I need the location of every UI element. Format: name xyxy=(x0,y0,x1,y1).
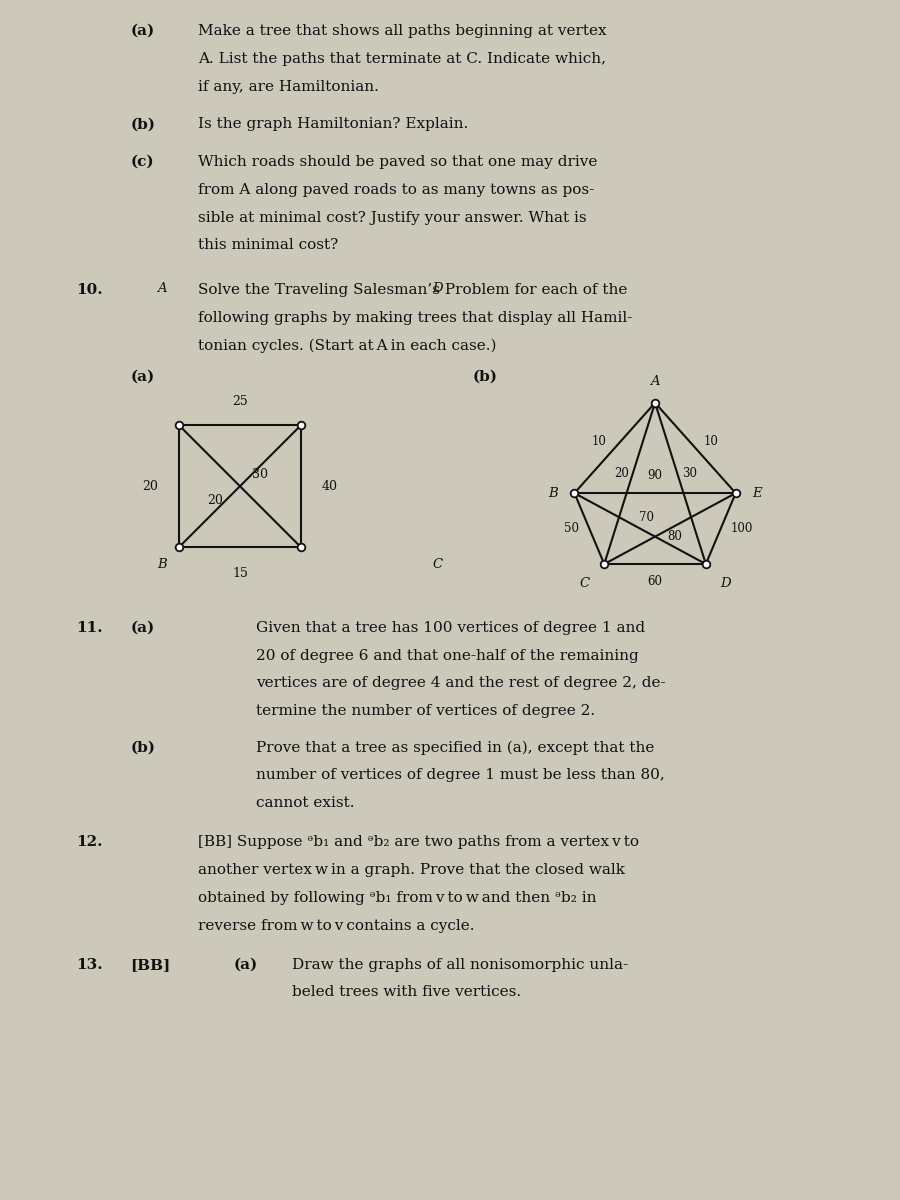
Text: E: E xyxy=(752,487,761,499)
Text: 13.: 13. xyxy=(76,958,104,972)
Text: Draw the graphs of all nonisomorphic unla-: Draw the graphs of all nonisomorphic unl… xyxy=(292,958,628,972)
Text: obtained by following ᵊb₁ from v to w and then ᵊb₂ in: obtained by following ᵊb₁ from v to w an… xyxy=(198,890,597,905)
Text: 20 of degree 6 and that one-half of the remaining: 20 of degree 6 and that one-half of the … xyxy=(256,649,639,662)
Text: 12.: 12. xyxy=(76,835,103,850)
Text: vertices are of degree 4 and the rest of degree 2, de-: vertices are of degree 4 and the rest of… xyxy=(256,677,666,690)
Text: (b): (b) xyxy=(130,118,156,131)
Text: A. List the paths that terminate at C. Indicate which,: A. List the paths that terminate at C. I… xyxy=(198,52,606,66)
Text: 40: 40 xyxy=(321,480,338,493)
Text: reverse from w to v contains a cycle.: reverse from w to v contains a cycle. xyxy=(198,919,474,932)
Text: B: B xyxy=(157,558,166,571)
Text: number of vertices of degree 1 must be less than 80,: number of vertices of degree 1 must be l… xyxy=(256,768,665,782)
Text: this minimal cost?: this minimal cost? xyxy=(198,239,338,252)
Text: B: B xyxy=(549,487,558,499)
Text: A: A xyxy=(650,376,660,389)
Text: termine the number of vertices of degree 2.: termine the number of vertices of degree… xyxy=(256,704,596,719)
Text: (a): (a) xyxy=(130,370,155,383)
Text: Given that a tree has 100 vertices of degree 1 and: Given that a tree has 100 vertices of de… xyxy=(256,620,645,635)
Text: 10: 10 xyxy=(704,436,719,448)
Text: 10.: 10. xyxy=(76,283,104,296)
Text: 30: 30 xyxy=(252,468,268,480)
Text: A: A xyxy=(158,282,166,295)
Text: another vertex w in a graph. Prove that the closed walk: another vertex w in a graph. Prove that … xyxy=(198,863,625,877)
Text: (a): (a) xyxy=(130,24,155,38)
Text: 20: 20 xyxy=(614,467,629,480)
Text: 80: 80 xyxy=(668,530,682,544)
Text: beled trees with five vertices.: beled trees with five vertices. xyxy=(292,985,522,1000)
Text: Solve the Traveling Salesman’s Problem for each of the: Solve the Traveling Salesman’s Problem f… xyxy=(198,283,627,296)
Text: sible at minimal cost? Justify your answer. What is: sible at minimal cost? Justify your answ… xyxy=(198,210,587,224)
Text: (a): (a) xyxy=(234,958,258,972)
Text: following graphs by making trees that display all Hamil-: following graphs by making trees that di… xyxy=(198,311,633,325)
Text: (b): (b) xyxy=(130,740,156,755)
Text: 20: 20 xyxy=(207,494,223,508)
Text: (a): (a) xyxy=(130,620,155,635)
Text: D: D xyxy=(432,282,443,295)
Text: D: D xyxy=(720,577,731,590)
Text: C: C xyxy=(580,577,590,590)
Text: Make a tree that shows all paths beginning at vertex: Make a tree that shows all paths beginni… xyxy=(198,24,607,38)
Text: 70: 70 xyxy=(639,511,654,524)
Text: 90: 90 xyxy=(648,469,662,482)
Text: 15: 15 xyxy=(232,566,248,580)
Text: from A along paved roads to as many towns as pos-: from A along paved roads to as many town… xyxy=(198,182,594,197)
Text: (c): (c) xyxy=(130,155,154,169)
Text: tonian cycles. (Start at A in each case.): tonian cycles. (Start at A in each case.… xyxy=(198,338,497,353)
Text: (b): (b) xyxy=(472,370,498,383)
Text: C: C xyxy=(432,558,443,571)
Text: 50: 50 xyxy=(564,522,579,535)
Text: 60: 60 xyxy=(648,575,662,588)
Text: Is the graph Hamiltonian? Explain.: Is the graph Hamiltonian? Explain. xyxy=(198,118,468,131)
Text: cannot exist.: cannot exist. xyxy=(256,796,355,810)
Text: 20: 20 xyxy=(142,480,158,493)
Text: 30: 30 xyxy=(682,467,698,480)
Text: 25: 25 xyxy=(232,395,248,408)
Text: [BB] Suppose ᵊb₁ and ᵊb₂ are two paths from a vertex v to: [BB] Suppose ᵊb₁ and ᵊb₂ are two paths f… xyxy=(198,835,639,850)
Text: 100: 100 xyxy=(731,522,753,535)
Text: 11.: 11. xyxy=(76,620,104,635)
Text: 10: 10 xyxy=(591,436,606,448)
Text: Which roads should be paved so that one may drive: Which roads should be paved so that one … xyxy=(198,155,598,169)
Text: if any, are Hamiltonian.: if any, are Hamiltonian. xyxy=(198,79,379,94)
Text: Prove that a tree as specified in (a), except that the: Prove that a tree as specified in (a), e… xyxy=(256,740,655,755)
Text: [BB]: [BB] xyxy=(130,958,171,972)
